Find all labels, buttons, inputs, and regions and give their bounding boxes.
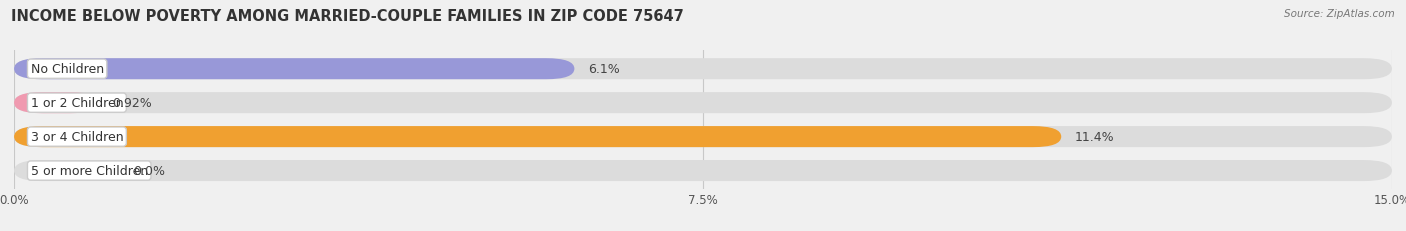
FancyBboxPatch shape	[14, 59, 1392, 80]
Text: 5 or more Children: 5 or more Children	[31, 164, 148, 177]
Text: 3 or 4 Children: 3 or 4 Children	[31, 131, 124, 143]
Text: No Children: No Children	[31, 63, 104, 76]
FancyBboxPatch shape	[14, 127, 1392, 148]
FancyBboxPatch shape	[14, 93, 1392, 114]
Text: 11.4%: 11.4%	[1076, 131, 1115, 143]
Text: INCOME BELOW POVERTY AMONG MARRIED-COUPLE FAMILIES IN ZIP CODE 75647: INCOME BELOW POVERTY AMONG MARRIED-COUPL…	[11, 9, 683, 24]
Text: 6.1%: 6.1%	[588, 63, 620, 76]
Text: 0.0%: 0.0%	[134, 164, 166, 177]
Text: Source: ZipAtlas.com: Source: ZipAtlas.com	[1284, 9, 1395, 19]
Text: 0.92%: 0.92%	[112, 97, 152, 110]
FancyBboxPatch shape	[14, 59, 575, 80]
FancyBboxPatch shape	[14, 160, 1392, 181]
FancyBboxPatch shape	[14, 127, 1062, 148]
Text: 1 or 2 Children: 1 or 2 Children	[31, 97, 124, 110]
FancyBboxPatch shape	[14, 93, 98, 114]
